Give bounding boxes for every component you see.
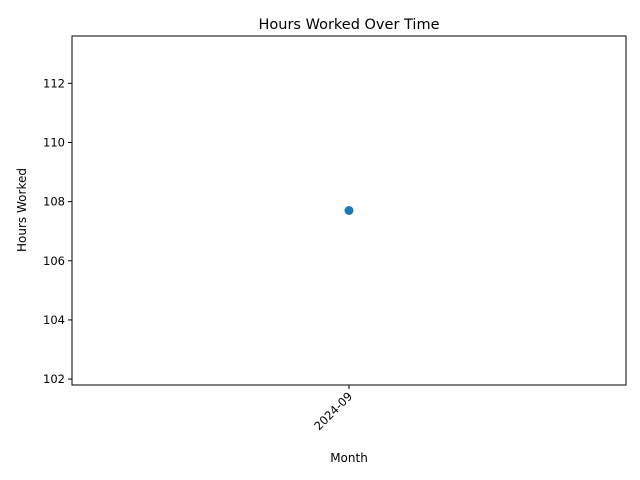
y-tick-label: 112 xyxy=(43,76,65,90)
y-tick-label: 110 xyxy=(43,135,65,149)
series-layer xyxy=(344,206,354,215)
y-axis: 102 104 106 108 110 112 xyxy=(43,76,72,386)
y-axis-label: Hours Worked xyxy=(15,168,29,252)
y-tick-label: 106 xyxy=(43,254,65,268)
x-axis-label: Month xyxy=(330,451,368,465)
y-tick-label: 108 xyxy=(43,195,65,209)
chart-title: Hours Worked Over Time xyxy=(259,17,440,33)
x-tick-label: 2024-09 xyxy=(311,389,355,433)
x-axis: 2024-09 xyxy=(311,385,355,433)
data-point xyxy=(344,206,354,215)
y-tick-label: 104 xyxy=(43,313,65,327)
y-tick-label: 102 xyxy=(43,372,65,386)
